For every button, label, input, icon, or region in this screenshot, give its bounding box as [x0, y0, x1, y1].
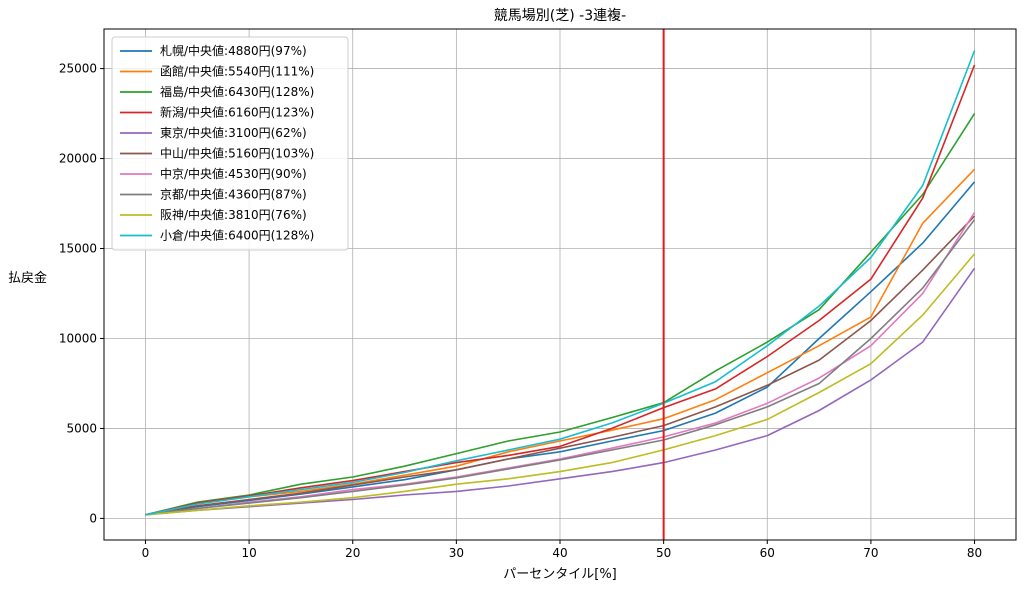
- series-line: [145, 212, 976, 516]
- legend-label: 札幌/中央値:4880円(97%): [160, 43, 307, 58]
- x-tick-label: 0: [142, 546, 150, 560]
- series-lines: [145, 50, 976, 516]
- x-axis-label: パーセンタイル[%]: [503, 567, 617, 582]
- legend-label: 東京/中央値:3100円(62%): [160, 125, 307, 140]
- series-line: [145, 267, 976, 516]
- series-line: [145, 168, 976, 516]
- y-tick-label: 0: [89, 511, 97, 525]
- series-line: [145, 64, 976, 516]
- legend-label: 新潟/中央値:6160円(123%): [160, 105, 314, 120]
- chart-title: 競馬場別(芝) -3連複-: [494, 7, 626, 24]
- legend-label: 阪神/中央値:3810円(76%): [160, 207, 307, 222]
- legend-label: 小倉/中央値:6400円(128%): [160, 228, 314, 243]
- series-line: [145, 50, 976, 516]
- y-tick-label: 20000: [59, 152, 97, 166]
- x-tick-label: 20: [345, 546, 360, 560]
- y-tick-label: 10000: [59, 331, 97, 345]
- legend-label: 中京/中央値:4530円(90%): [160, 166, 307, 181]
- x-tick-label: 10: [241, 546, 256, 560]
- x-tick-label: 50: [656, 546, 671, 560]
- legend-label: 京都/中央値:4360円(87%): [160, 187, 307, 202]
- x-tick-label: 30: [449, 546, 464, 560]
- series-line: [145, 181, 976, 516]
- legend-box: [111, 36, 349, 251]
- series-line: [145, 219, 976, 516]
- y-axis-label: 払戻金: [8, 270, 47, 286]
- x-tick-label: 80: [967, 546, 982, 560]
- legend-label: 福島/中央値:6430円(128%): [160, 84, 314, 99]
- x-tick-label: 70: [863, 546, 878, 560]
- series-line: [145, 253, 976, 516]
- y-tick-label: 15000: [59, 242, 97, 256]
- legend-label: 中山/中央値:5160円(103%): [160, 146, 314, 161]
- legend: 札幌/中央値:4880円(97%) 函館/中央値:5540円(111%) 福島/中央…: [111, 36, 349, 251]
- y-tick-label: 25000: [59, 62, 97, 76]
- series-line: [145, 215, 976, 516]
- axis-ticks: 0 10 20 30 40 50 60 70 80 0 5000 10000 15000 20000 250…: [59, 62, 982, 560]
- y-tick-label: 5000: [66, 421, 97, 435]
- x-tick-label: 40: [552, 546, 567, 560]
- x-tick-label: 60: [760, 546, 775, 560]
- legend-label: 函館/中央値:5540円(111%): [160, 64, 314, 79]
